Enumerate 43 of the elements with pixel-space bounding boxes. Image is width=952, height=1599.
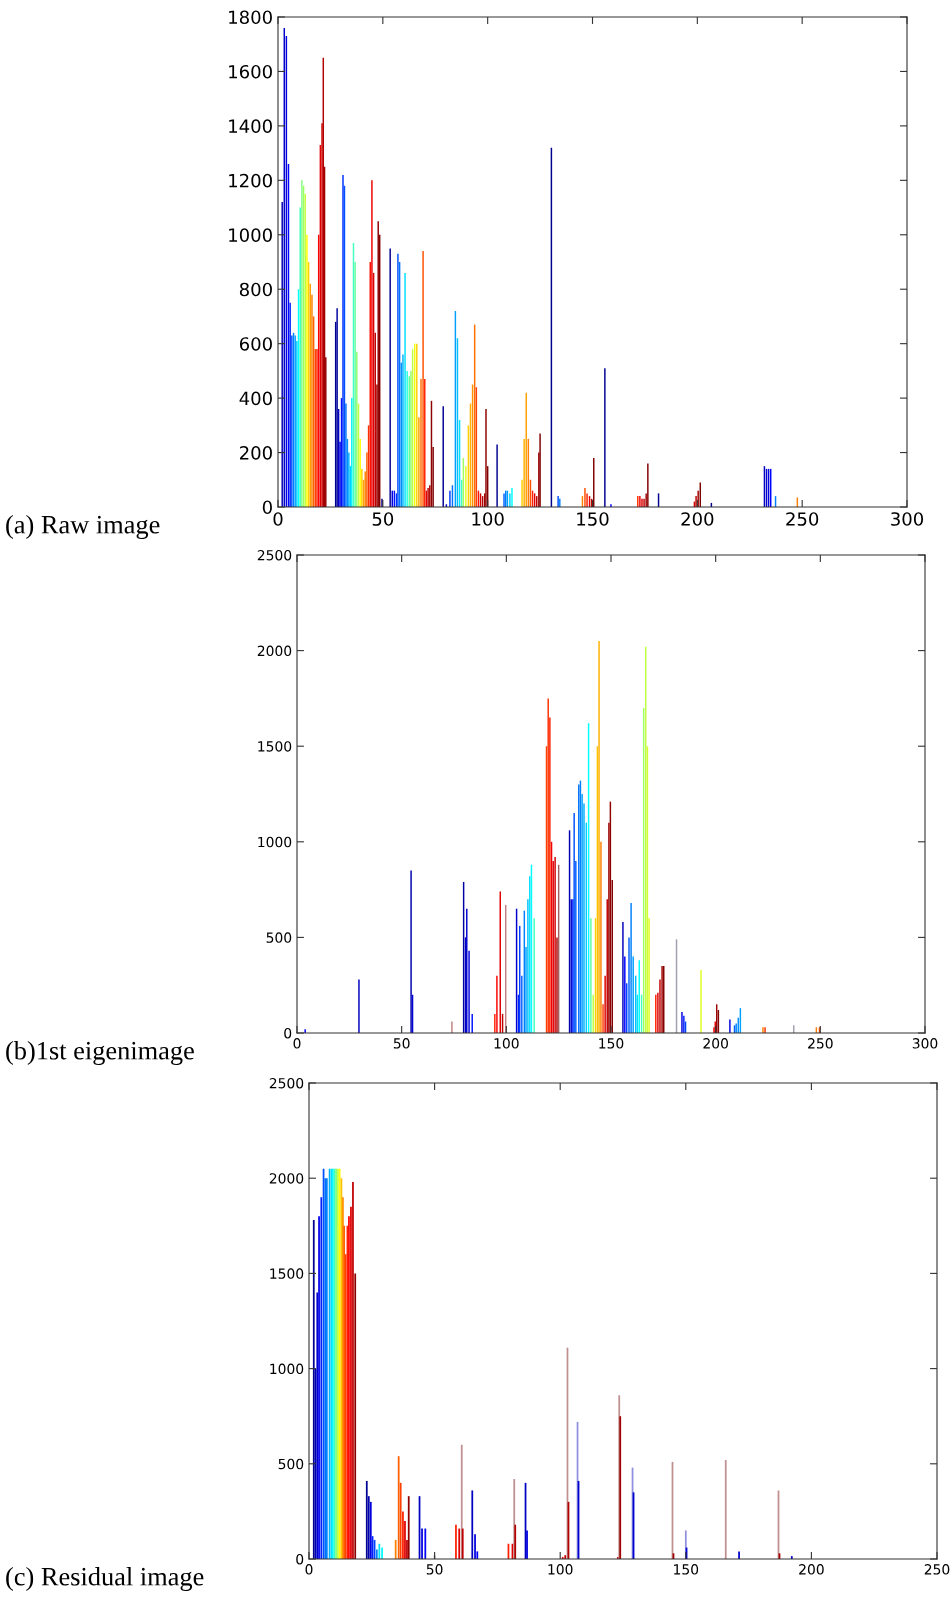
y-tick-label: 400 xyxy=(239,391,272,406)
x-tick-label: 100 xyxy=(548,1564,573,1575)
x-tick-label: 250 xyxy=(786,512,819,526)
x-tick-label: 50 xyxy=(393,1038,410,1049)
x-tick-label: 250 xyxy=(808,1038,833,1049)
x-tick-label: 50 xyxy=(372,512,394,526)
x-tick-label: 200 xyxy=(703,1038,728,1049)
x-tick-label: 150 xyxy=(599,1038,624,1049)
x-tick-label: 0 xyxy=(305,1564,313,1575)
y-tick-label: 1600 xyxy=(229,64,272,79)
y-tick-label: 200 xyxy=(240,446,272,460)
text: (b)1st eigenimage xyxy=(6,1041,194,1066)
x-tick-label: 200 xyxy=(799,1564,824,1575)
x-tick-label: 200 xyxy=(681,512,714,526)
y-tick-label: 800 xyxy=(239,282,272,297)
y-tick-label: 1000 xyxy=(270,1363,304,1375)
x-tick-label: 100 xyxy=(472,512,504,526)
y-tick-label: 1200 xyxy=(229,173,272,188)
y-tick-label: 1500 xyxy=(258,741,292,752)
y-tick-label: 1500 xyxy=(270,1268,304,1279)
y-tick-label: 1000 xyxy=(258,836,292,848)
x-tick-label: 150 xyxy=(674,1564,699,1575)
y-tick-label: 2000 xyxy=(257,645,292,657)
y-tick-label: 600 xyxy=(239,337,272,351)
y-tick-label: 1800 xyxy=(229,10,272,25)
y-tick-label: 2500 xyxy=(269,1077,304,1089)
text: (a) Raw image xyxy=(6,515,160,540)
y-tick-label: 0 xyxy=(296,1553,304,1565)
y-tick-label: 2000 xyxy=(269,1173,304,1184)
x-tick-label: 100 xyxy=(494,1038,519,1049)
y-tick-label: 0 xyxy=(262,500,272,515)
y-tick-label: 2500 xyxy=(257,549,292,561)
y-tick-label: 1000 xyxy=(229,228,272,242)
x-tick-label: 250 xyxy=(924,1564,950,1575)
x-tick-label: 150 xyxy=(577,512,609,526)
x-tick-label: 300 xyxy=(891,512,924,526)
y-tick-label: 500 xyxy=(266,932,292,943)
text: (c) Residual image xyxy=(6,1567,204,1592)
y-tick-label: 1400 xyxy=(229,119,272,134)
y-tick-label: 0 xyxy=(284,1027,292,1039)
x-tick-label: 300 xyxy=(912,1038,938,1049)
y-tick-label: 500 xyxy=(278,1458,304,1470)
x-tick-label: 50 xyxy=(426,1564,443,1575)
